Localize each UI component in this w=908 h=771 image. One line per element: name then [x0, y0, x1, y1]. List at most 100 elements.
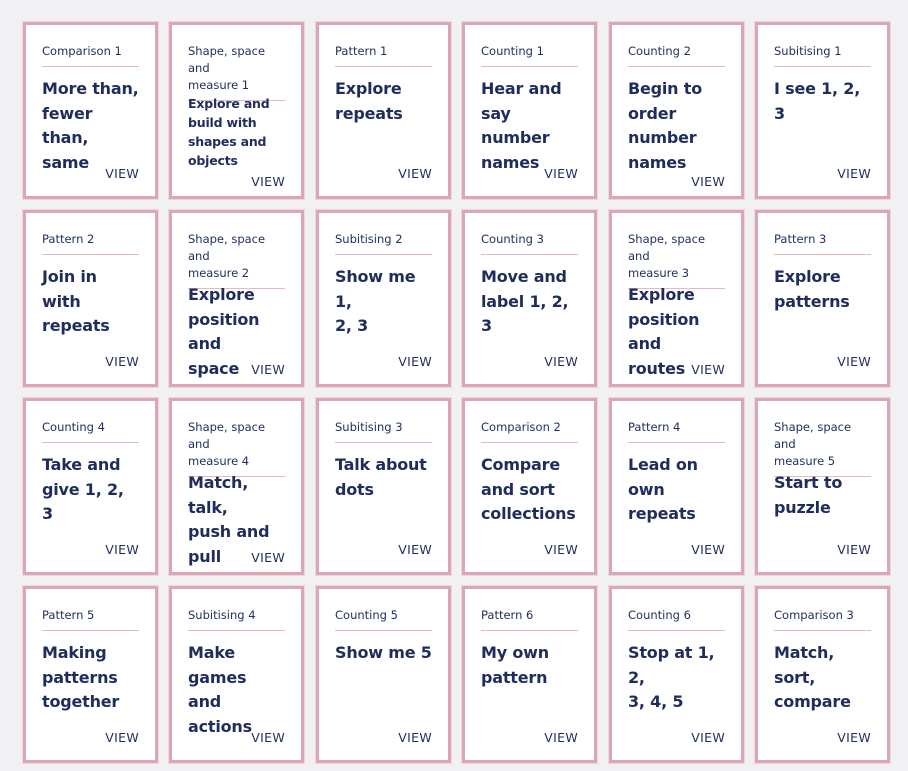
activity-card-subitising-4[interactable]: Subitising 4 Make games and actions VIEW	[169, 586, 304, 763]
card-title: Explore and build with shapes and objects	[188, 96, 270, 168]
card-category: Subitising 1	[774, 43, 871, 67]
view-link[interactable]: VIEW	[544, 166, 578, 181]
activity-card-counting-5[interactable]: Counting 5 Show me 5 VIEW	[316, 586, 451, 763]
view-link[interactable]: VIEW	[544, 354, 578, 369]
card-title: Take and give 1, 2, 3	[42, 455, 124, 523]
activity-card-counting-4[interactable]: Counting 4 Take and give 1, 2, 3 VIEW	[23, 398, 158, 575]
activity-card-counting-1[interactable]: Counting 1 Hear and say number names VIEW	[462, 22, 597, 199]
activity-card-pattern-6[interactable]: Pattern 6 My own pattern VIEW	[462, 586, 597, 763]
view-link[interactable]: VIEW	[105, 730, 139, 745]
card-category: Comparison 3	[774, 607, 871, 631]
card-content: Subitising 4 Make games and actions VIEW	[188, 589, 285, 760]
card-category: Counting 2	[628, 43, 725, 67]
card-category: Pattern 5	[42, 607, 139, 631]
card-title: Start to puzzle	[774, 473, 843, 517]
activity-card-pattern-5[interactable]: Pattern 5 Making patterns together VIEW	[23, 586, 158, 763]
card-content: Counting 1 Hear and say number names VIEW	[481, 25, 578, 196]
view-link[interactable]: VIEW	[251, 362, 285, 377]
card-title: My own pattern	[481, 643, 549, 687]
view-link[interactable]: VIEW	[837, 166, 871, 181]
card-content: Pattern 3 Explore patterns VIEW	[774, 213, 871, 384]
card-category: Counting 4	[42, 419, 139, 443]
activity-card-pattern-4[interactable]: Pattern 4 Lead on own repeats VIEW	[609, 398, 744, 575]
card-title: Show me 1, 2, 3	[335, 267, 416, 335]
card-title: I see 1, 2, 3	[774, 79, 861, 123]
activity-card-comparison-3[interactable]: Comparison 3 Match, sort, compare VIEW	[755, 586, 890, 763]
card-title: Show me 5	[335, 643, 432, 662]
view-link[interactable]: VIEW	[251, 730, 285, 745]
view-link[interactable]: VIEW	[691, 362, 725, 377]
activity-card-counting-3[interactable]: Counting 3 Move and label 1, 2, 3 VIEW	[462, 210, 597, 387]
card-title: Stop at 1, 2, 3, 4, 5	[628, 643, 715, 711]
view-link[interactable]: VIEW	[398, 542, 432, 557]
activity-card-comparison-2[interactable]: Comparison 2 Compare and sort collections VI…	[462, 398, 597, 575]
activity-card-shape-space-and-measure-3[interactable]: Shape, space and measure 3 Explore position…	[609, 210, 744, 387]
card-content: Comparison 2 Compare and sort collections VI…	[481, 401, 578, 572]
card-category: Counting 6	[628, 607, 725, 631]
card-content: Pattern 2 Join in with repeats VIEW	[42, 213, 139, 384]
card-content: Pattern 1 Explore repeats VIEW	[335, 25, 432, 196]
activity-card-comparison-1[interactable]: Comparison 1 More than, fewer than, same VIE…	[23, 22, 158, 199]
card-content: Subitising 1 I see 1, 2, 3 VIEW	[774, 25, 871, 196]
view-link[interactable]: VIEW	[544, 730, 578, 745]
view-link[interactable]: VIEW	[398, 730, 432, 745]
card-title: Match, talk, push and pull	[188, 473, 270, 566]
view-link[interactable]: VIEW	[691, 730, 725, 745]
card-category: Counting 3	[481, 231, 578, 255]
card-title: Make games and actions	[188, 643, 252, 736]
card-content: Counting 2 Begin to order number names VIEW	[628, 25, 725, 196]
activity-card-counting-6[interactable]: Counting 6 Stop at 1, 2, 3, 4, 5 VIEW	[609, 586, 744, 763]
card-category: Counting 1	[481, 43, 578, 67]
card-content: Shape, space and measure 3 Explore position…	[628, 213, 725, 384]
card-title: Explore position and routes	[628, 285, 700, 378]
view-link[interactable]: VIEW	[251, 174, 285, 189]
activity-card-shape-space-and-measure-2[interactable]: Shape, space and measure 2 Explore position…	[169, 210, 304, 387]
card-category: Subitising 3	[335, 419, 432, 443]
card-content: Counting 4 Take and give 1, 2, 3 VIEW	[42, 401, 139, 572]
card-content: Shape, space and measure 1 Explore and buil…	[188, 25, 285, 196]
card-content: Comparison 1 More than, fewer than, same VIE…	[42, 25, 139, 196]
view-link[interactable]: VIEW	[837, 542, 871, 557]
card-content: Comparison 3 Match, sort, compare VIEW	[774, 589, 871, 760]
card-title: Lead on own repeats	[628, 455, 698, 523]
activity-card-subitising-3[interactable]: Subitising 3 Talk about dots VIEW	[316, 398, 451, 575]
card-title: Join in with repeats	[42, 267, 110, 335]
card-content: Pattern 5 Making patterns together VIEW	[42, 589, 139, 760]
view-link[interactable]: VIEW	[691, 174, 725, 189]
view-link[interactable]: VIEW	[837, 354, 871, 369]
view-link[interactable]: VIEW	[398, 166, 432, 181]
view-link[interactable]: VIEW	[251, 550, 285, 565]
card-content: Pattern 4 Lead on own repeats VIEW	[628, 401, 725, 572]
card-title: Explore patterns	[774, 267, 850, 311]
card-content: Counting 5 Show me 5 VIEW	[335, 589, 432, 760]
activity-card-shape-space-and-measure-5[interactable]: Shape, space and measure 5 Start to puzzle V…	[755, 398, 890, 575]
card-category: Subitising 2	[335, 231, 432, 255]
activity-card-counting-2[interactable]: Counting 2 Begin to order number names VIEW	[609, 22, 744, 199]
activity-card-pattern-1[interactable]: Pattern 1 Explore repeats VIEW	[316, 22, 451, 199]
card-title: Match, sort, compare	[774, 643, 851, 711]
card-content: Pattern 6 My own pattern VIEW	[481, 589, 578, 760]
activity-card-subitising-2[interactable]: Subitising 2 Show me 1, 2, 3 VIEW	[316, 210, 451, 387]
card-category: Pattern 2	[42, 231, 139, 255]
view-link[interactable]: VIEW	[105, 354, 139, 369]
card-content: Shape, space and measure 4 Match, talk, pus…	[188, 401, 285, 572]
card-category: Pattern 6	[481, 607, 578, 631]
view-link[interactable]: VIEW	[105, 166, 139, 181]
activity-card-subitising-1[interactable]: Subitising 1 I see 1, 2, 3 VIEW	[755, 22, 890, 199]
card-title: Move and label 1, 2, 3	[481, 267, 569, 335]
activity-card-shape-space-and-measure-1[interactable]: Shape, space and measure 1 Explore and buil…	[169, 22, 304, 199]
activity-card-pattern-2[interactable]: Pattern 2 Join in with repeats VIEW	[23, 210, 158, 387]
card-category: Shape, space and measure 2	[188, 231, 285, 289]
card-content: Counting 6 Stop at 1, 2, 3, 4, 5 VIEW	[628, 589, 725, 760]
view-link[interactable]: VIEW	[691, 542, 725, 557]
activity-card-shape-space-and-measure-4[interactable]: Shape, space and measure 4 Match, talk, pus…	[169, 398, 304, 575]
card-category: Pattern 4	[628, 419, 725, 443]
view-link[interactable]: VIEW	[105, 542, 139, 557]
view-link[interactable]: VIEW	[544, 542, 578, 557]
card-title: More than, fewer than, same	[42, 79, 139, 172]
activity-card-pattern-3[interactable]: Pattern 3 Explore patterns VIEW	[755, 210, 890, 387]
view-link[interactable]: VIEW	[398, 354, 432, 369]
card-category: Pattern 1	[335, 43, 432, 67]
view-link[interactable]: VIEW	[837, 730, 871, 745]
